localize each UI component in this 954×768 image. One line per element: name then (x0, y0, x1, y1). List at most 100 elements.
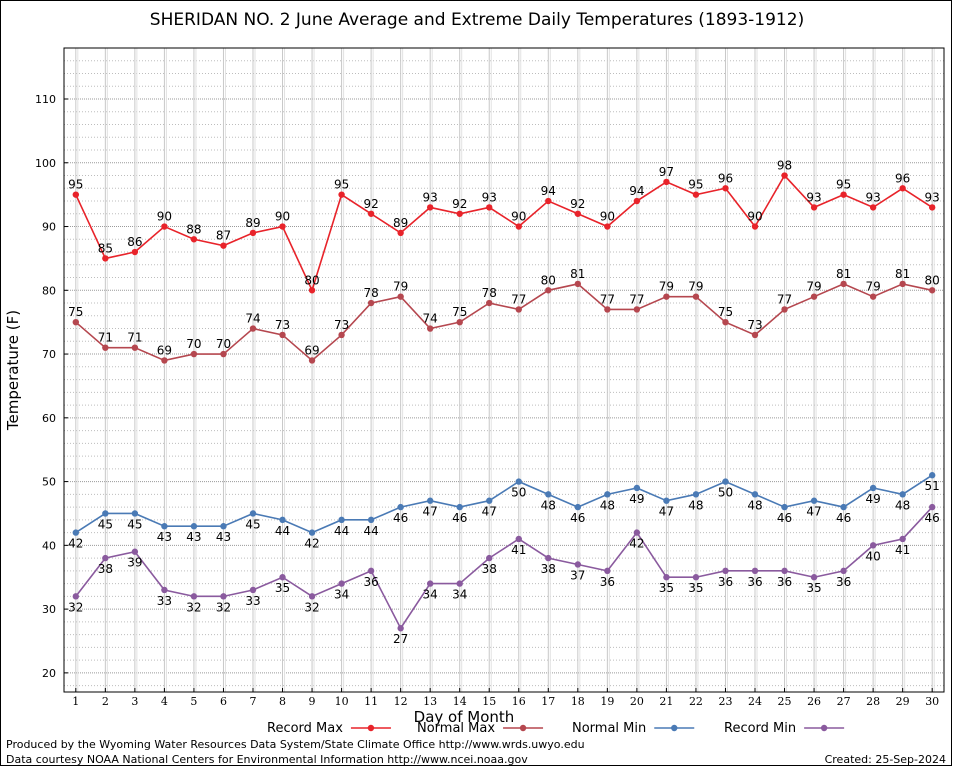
data-label: 48 (895, 498, 910, 512)
data-point (190, 350, 198, 358)
y-tick-label: 80 (42, 284, 56, 297)
data-label: 36 (777, 575, 792, 589)
data-point (781, 306, 788, 313)
data-point (426, 204, 434, 211)
y-tick-label: 30 (42, 603, 56, 616)
data-point (249, 586, 257, 594)
x-tick-label: 8 (279, 695, 286, 708)
series-normal-max: 75 71 71 69 70 70 74 73 69 73 78 79 74 75 78 77 80 81 77 77… (68, 267, 940, 364)
data-label: 85 (98, 241, 113, 255)
y-tick-label: 70 (42, 348, 56, 361)
data-label: 34 (334, 588, 349, 602)
data-label: 43 (157, 530, 172, 544)
data-point (397, 625, 404, 632)
data-point (131, 548, 139, 555)
data-point (633, 197, 641, 205)
data-point (545, 287, 552, 294)
data-label: 36 (363, 575, 378, 589)
data-label: 43 (216, 530, 231, 544)
data-point (279, 331, 286, 339)
data-label: 78 (482, 286, 497, 300)
data-point (456, 210, 463, 217)
data-label: 79 (688, 280, 703, 294)
data-label: 90 (157, 210, 172, 224)
data-label: 79 (659, 280, 674, 294)
data-label: 77 (600, 292, 615, 306)
data-label: 75 (68, 305, 83, 319)
y-tick-label: 40 (42, 539, 56, 552)
x-tick-label: 11 (364, 695, 378, 708)
data-point (102, 554, 109, 562)
data-label: 45 (127, 517, 142, 531)
data-label: 34 (423, 588, 438, 602)
y-tick-label: 100 (35, 157, 56, 170)
credit-line-2: Data courtesy NOAA National Centers for … (6, 753, 528, 766)
data-label: 50 (511, 486, 526, 500)
data-point (249, 510, 257, 517)
series-line (75, 506, 933, 630)
data-label: 47 (482, 505, 497, 519)
data-point (72, 191, 80, 198)
x-tick-label: 20 (630, 695, 644, 708)
data-label: 42 (629, 537, 644, 551)
data-point (810, 574, 818, 581)
data-point (810, 293, 818, 300)
data-point (810, 497, 818, 504)
x-tick-label: 17 (541, 695, 555, 708)
y-tick-label: 110 (35, 93, 56, 106)
data-point (781, 172, 788, 179)
data-point (486, 497, 493, 504)
data-label: 93 (806, 190, 821, 204)
data-point (190, 523, 198, 530)
data-point (426, 325, 434, 332)
legend-swatch-marker (671, 724, 678, 732)
data-point (928, 503, 936, 511)
data-label: 71 (127, 331, 142, 345)
data-label: 95 (68, 178, 83, 192)
data-point (249, 325, 257, 332)
data-label: 47 (806, 505, 821, 519)
data-point (190, 593, 198, 600)
data-label: 36 (747, 575, 762, 589)
data-point (574, 503, 582, 511)
data-point (161, 586, 168, 594)
data-label: 42 (304, 537, 319, 551)
data-point (338, 516, 345, 524)
data-label: 79 (806, 280, 821, 294)
x-tick-label: 19 (600, 695, 614, 708)
data-label: 47 (659, 505, 674, 519)
data-point (308, 287, 316, 294)
data-point (722, 318, 729, 326)
data-point (367, 299, 375, 307)
data-label: 73 (747, 318, 762, 332)
data-point (928, 287, 936, 294)
data-label: 88 (186, 222, 201, 236)
x-tick-label: 13 (423, 695, 437, 708)
data-point (751, 223, 759, 230)
data-point (840, 191, 847, 198)
data-point (161, 223, 168, 230)
data-point (604, 306, 611, 313)
x-tick-label: 10 (335, 695, 349, 708)
data-label: 46 (452, 511, 467, 525)
data-point (131, 248, 139, 256)
legend-swatch-marker (820, 724, 828, 732)
data-point (722, 185, 729, 192)
data-label: 80 (925, 273, 940, 287)
data-point (545, 197, 552, 205)
data-label: 81 (836, 267, 851, 281)
data-point (545, 491, 552, 498)
data-label: 39 (127, 556, 142, 570)
data-label: 33 (245, 594, 260, 608)
data-label: 51 (925, 479, 940, 493)
legend: Record Max Normal Max Normal Min Record Min (267, 721, 845, 736)
x-tick-label: 14 (453, 695, 467, 708)
data-label: 35 (275, 581, 290, 595)
data-point (426, 580, 434, 587)
data-label: 48 (688, 498, 703, 512)
data-label: 77 (511, 292, 526, 306)
data-point (308, 529, 316, 536)
legend-label: Normal Min (572, 721, 646, 736)
data-point (220, 523, 227, 530)
data-label: 46 (836, 511, 851, 525)
